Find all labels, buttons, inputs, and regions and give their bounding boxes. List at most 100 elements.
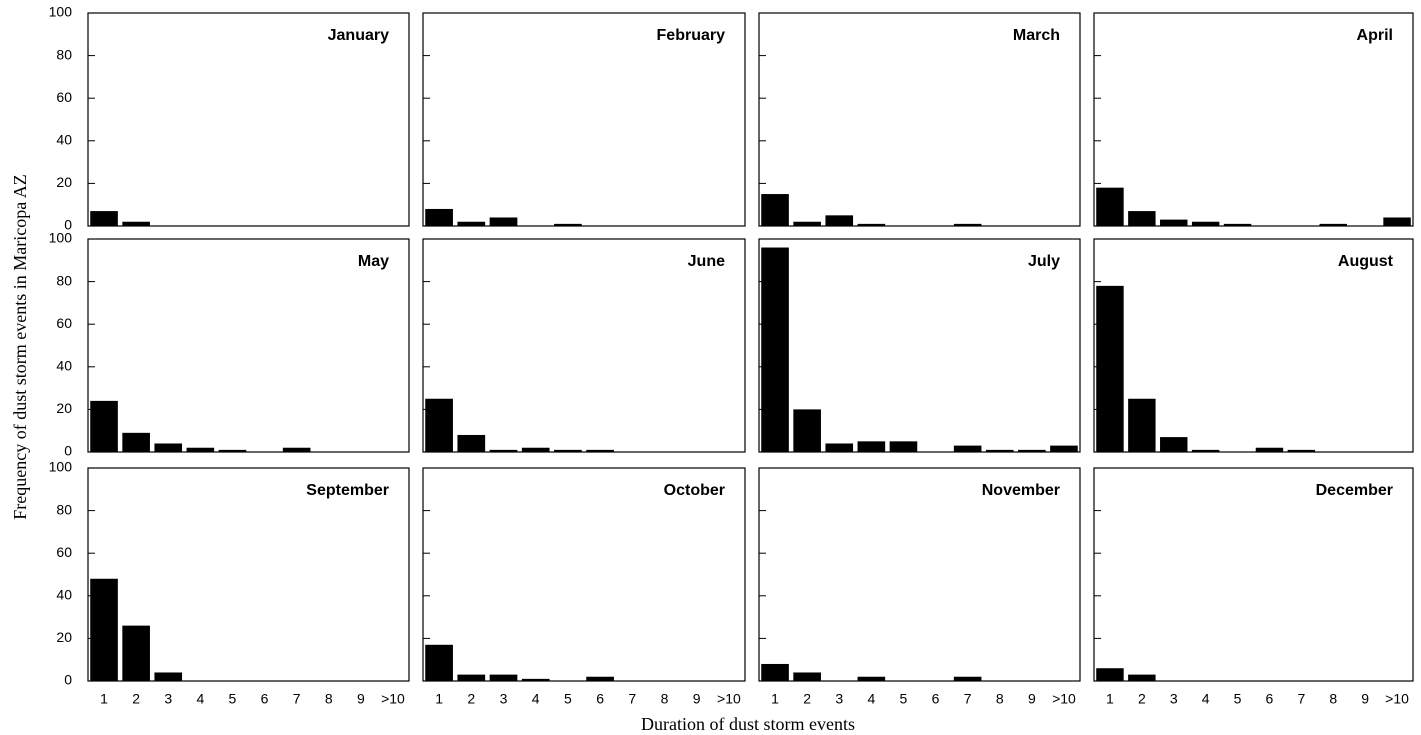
y-tick-label: 40	[56, 132, 72, 148]
panel-frame	[758, 12, 1081, 227]
x-tick-label: 2	[1138, 691, 1146, 707]
x-tick-label: 1	[435, 691, 443, 707]
x-tick-label: 8	[996, 691, 1004, 707]
panel-title: August	[1338, 253, 1394, 270]
bar	[1160, 219, 1188, 226]
bar	[761, 247, 789, 452]
bar	[554, 223, 582, 226]
bar	[1319, 223, 1347, 226]
bar	[1096, 285, 1124, 452]
bar	[425, 398, 453, 452]
y-tick-label: 80	[56, 272, 72, 288]
bar	[554, 449, 582, 452]
bar	[282, 447, 311, 452]
bar	[122, 625, 150, 681]
x-tick-label: 8	[1329, 691, 1337, 707]
bar	[218, 449, 247, 452]
x-tick-label: 6	[1266, 691, 1274, 707]
x-tick-label: 1	[100, 691, 108, 707]
x-tick-label: 1	[771, 691, 779, 707]
bar	[793, 409, 821, 452]
x-tick-label: 4	[196, 691, 204, 707]
x-tick-label: >10	[381, 691, 405, 707]
bar	[457, 221, 486, 226]
x-tick-label: 6	[596, 691, 604, 707]
x-axis-label: Duration of dust storm events	[641, 714, 855, 734]
panel-frame	[1093, 12, 1414, 227]
x-tick-label: 5	[229, 691, 237, 707]
bar	[1383, 217, 1411, 226]
x-tick-label: 2	[803, 691, 811, 707]
x-tick-label: 4	[867, 691, 875, 707]
x-tick-label: 7	[628, 691, 636, 707]
panel-title: June	[688, 253, 725, 270]
y-tick-label: 40	[56, 358, 72, 374]
x-tick-label: 6	[932, 691, 940, 707]
bar	[154, 672, 183, 681]
panel-frame	[422, 467, 746, 682]
x-tick-label: 5	[564, 691, 572, 707]
bar	[586, 449, 614, 452]
bar	[825, 443, 854, 452]
bar	[889, 441, 918, 452]
bar	[425, 208, 453, 226]
x-tick-label: 9	[1361, 691, 1369, 707]
y-tick-label: 20	[56, 629, 72, 645]
y-tick-label: 60	[56, 544, 72, 560]
panel-title: September	[306, 482, 389, 499]
bar	[1128, 398, 1156, 452]
x-tick-label: 3	[835, 691, 843, 707]
panel-title: October	[664, 482, 725, 499]
bar	[1287, 449, 1316, 452]
panel-frame	[758, 238, 1081, 453]
x-tick-label: 3	[1170, 691, 1178, 707]
bar	[457, 434, 486, 452]
x-tick-label: 4	[1202, 691, 1210, 707]
y-tick-label: 0	[64, 672, 72, 688]
y-tick-label: 0	[64, 217, 72, 233]
panel-frame	[1093, 467, 1414, 682]
bar	[122, 432, 150, 452]
panel-frame	[422, 12, 746, 227]
panel-frame	[1093, 238, 1414, 453]
y-tick-label: 20	[56, 174, 72, 190]
y-tick-label: 100	[49, 230, 73, 246]
bar	[186, 447, 215, 452]
x-tick-label: 7	[1297, 691, 1305, 707]
y-tick-label: 0	[64, 443, 72, 459]
bar	[761, 663, 789, 681]
x-tick-label: 3	[500, 691, 508, 707]
bar	[1191, 221, 1220, 226]
bar	[1223, 223, 1252, 226]
bar	[90, 578, 118, 681]
x-tick-label: 1	[1106, 691, 1114, 707]
bar	[489, 449, 518, 452]
bar	[1255, 447, 1284, 452]
bar	[857, 441, 886, 452]
y-tick-label: 100	[49, 459, 73, 475]
y-tick-label: 60	[56, 315, 72, 331]
bar	[953, 445, 982, 452]
bar	[793, 221, 821, 226]
y-tick-label: 100	[49, 4, 73, 20]
bar	[154, 443, 183, 452]
bar	[586, 676, 614, 681]
panel-frame	[87, 238, 410, 453]
bar	[857, 223, 886, 226]
bar	[985, 449, 1014, 452]
panel-frame	[758, 467, 1081, 682]
bar	[1096, 187, 1124, 226]
panel-frame	[87, 12, 410, 227]
y-tick-label: 60	[56, 89, 72, 105]
x-tick-label: 7	[293, 691, 301, 707]
x-tick-label: 6	[261, 691, 269, 707]
bar	[761, 194, 789, 226]
bar	[122, 221, 150, 226]
x-tick-label: 9	[357, 691, 365, 707]
bar	[521, 678, 550, 681]
bar	[90, 211, 118, 226]
x-tick-label: >10	[1052, 691, 1076, 707]
bar	[857, 676, 886, 681]
x-tick-label: 9	[693, 691, 701, 707]
